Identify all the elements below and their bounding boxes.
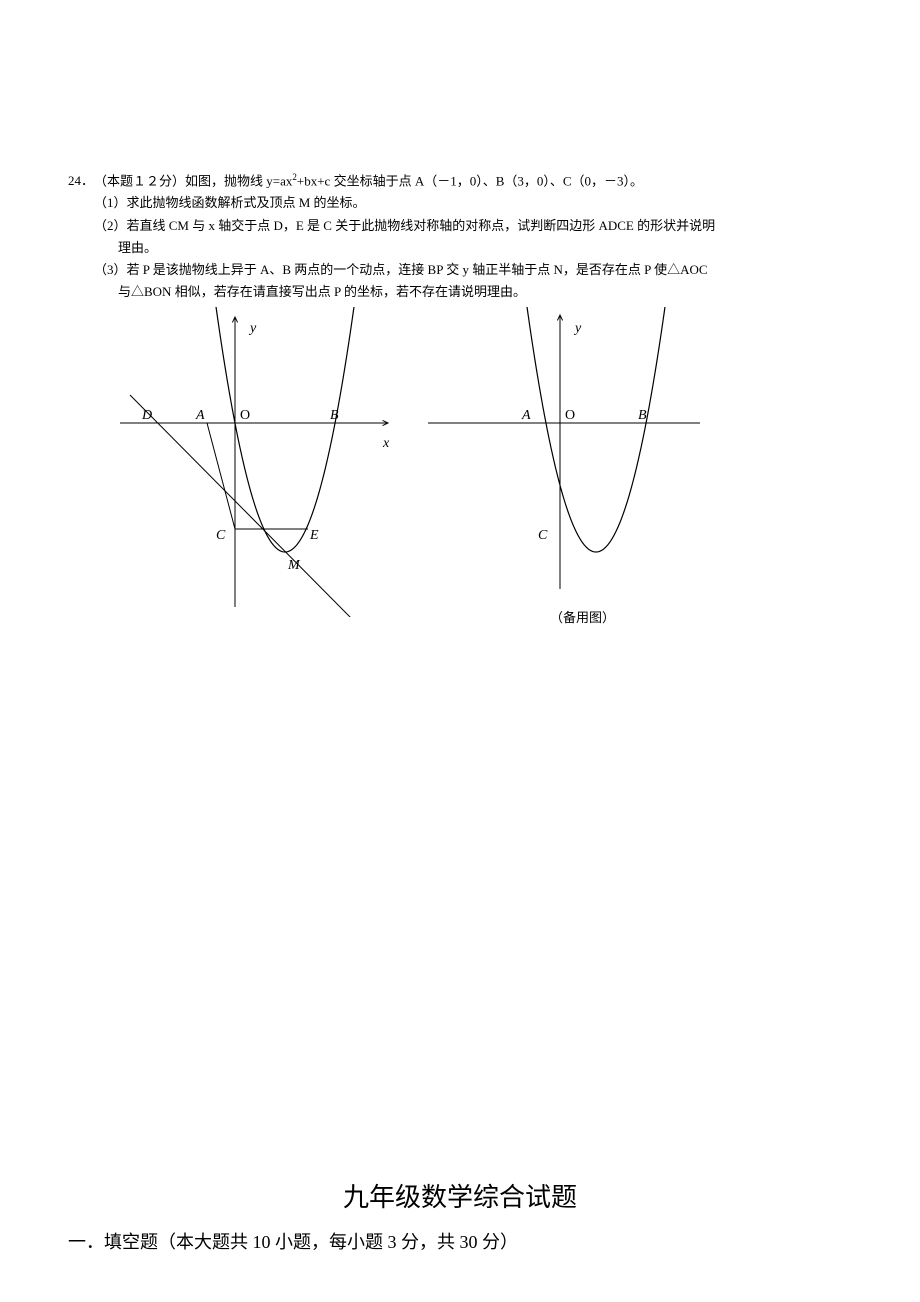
q3-line1: （3）若 P 是该抛物线上异于 A、B 两点的一个动点，连接 BP 交 y 轴正… (68, 259, 852, 281)
svg-text:x: x (382, 436, 390, 451)
stem-part1: 如图，抛物线 y=ax (185, 173, 292, 188)
svg-text:C: C (538, 528, 548, 543)
svg-text:O: O (565, 408, 575, 423)
svg-text:y: y (573, 321, 582, 336)
svg-text:A: A (521, 408, 531, 423)
svg-text:B: B (330, 408, 339, 423)
q3-line2: 与△BON 相似，若存在请直接写出点 P 的坐标，若不存在请说明理由。 (68, 281, 852, 303)
svg-text:B: B (638, 408, 647, 423)
problem-points: （本题１２分） (94, 173, 185, 188)
svg-text:E: E (309, 528, 319, 543)
svg-text:C: C (216, 528, 226, 543)
svg-text:A: A (195, 408, 205, 423)
figure-right-caption: （备用图） (550, 607, 615, 626)
svg-text:y: y (248, 321, 257, 336)
q1: （1）求此抛物线函数解析式及顶点 M 的坐标。 (68, 192, 852, 214)
q2-line2: 理由。 (68, 237, 852, 259)
problem-number: 24． (68, 170, 94, 192)
page-title: 九年级数学综合试题 (68, 1177, 852, 1214)
svg-text:D: D (141, 408, 152, 423)
svg-text:O: O (240, 408, 250, 423)
section-heading: 一．填空题（本大题共 10 小题，每小题 3 分，共 30 分） (68, 1228, 852, 1254)
problem-stem: （本题１２分）如图，抛物线 y=ax2+bx+c 交坐标轴于点 A（－1，0）、… (94, 170, 852, 192)
q2-line1: （2）若直线 CM 与 x 轴交于点 D，E 是 C 关于此抛物线对称轴的对称点… (68, 215, 852, 237)
stem-part2: +bx+c 交坐标轴于点 A（－1，0）、B（3，0）、C（0，－3）。 (297, 173, 643, 188)
svg-text:M: M (287, 558, 301, 573)
figure-right: yxOABC (420, 307, 700, 617)
problem-stem-line: 24． （本题１２分）如图，抛物线 y=ax2+bx+c 交坐标轴于点 A（－1… (68, 170, 852, 192)
figure-left: y x O A B D C EM (120, 307, 400, 617)
problem-24: 24． （本题１２分）如图，抛物线 y=ax2+bx+c 交坐标轴于点 A（－1… (68, 170, 852, 303)
figures-row: y x O A B D C EM y x O A B C （备用图） (68, 307, 852, 657)
